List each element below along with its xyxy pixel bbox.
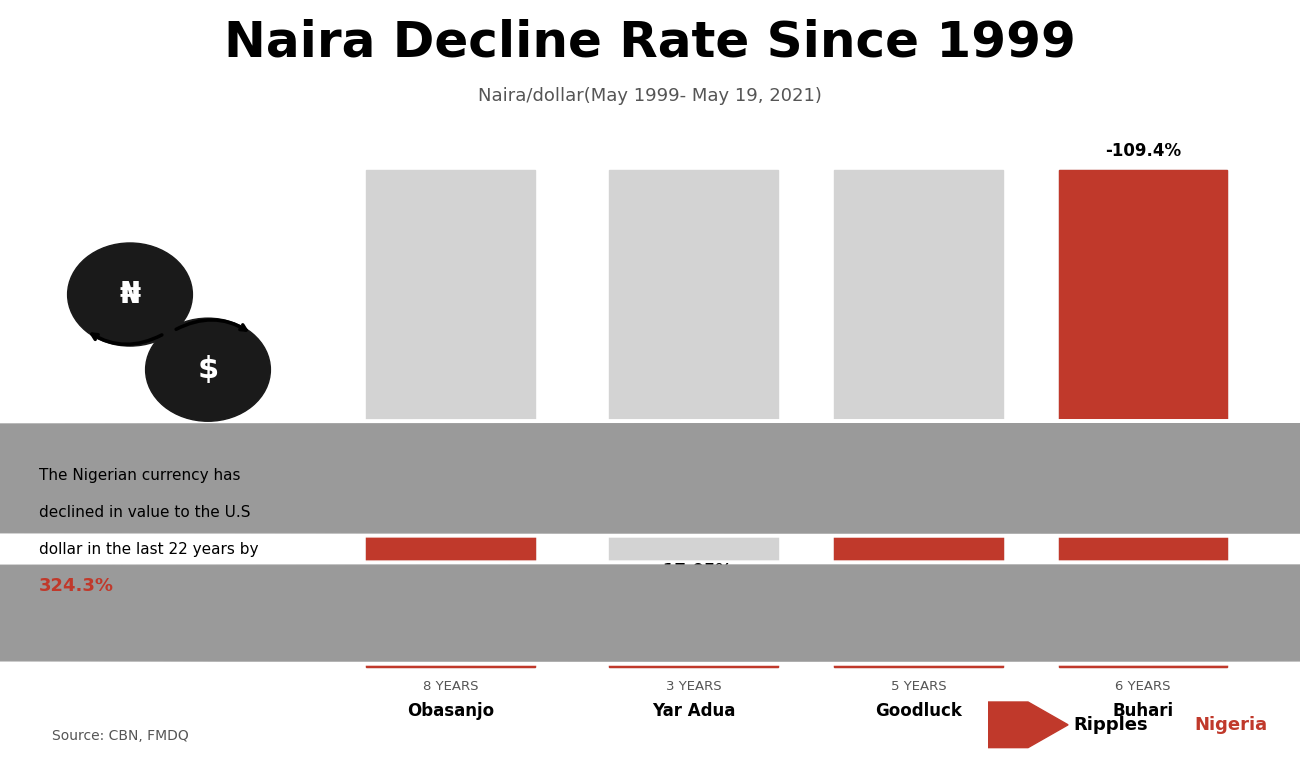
Text: $: $ <box>198 355 218 384</box>
Text: Naira/dollar(May 1999- May 19, 2021): Naira/dollar(May 1999- May 19, 2021) <box>478 87 822 105</box>
Text: 5 YEARS: 5 YEARS <box>891 680 946 693</box>
Bar <box>367 532 534 667</box>
Text: Source: CBN, FMDQ: Source: CBN, FMDQ <box>52 729 188 743</box>
Text: Nigeria: Nigeria <box>1193 716 1268 734</box>
Bar <box>835 517 1002 667</box>
Bar <box>835 170 1002 667</box>
Bar <box>1058 170 1227 667</box>
Circle shape <box>0 423 1300 533</box>
Text: Naira Decline Rate Since 1999: Naira Decline Rate Since 1999 <box>224 18 1076 66</box>
Text: Obasanjo: Obasanjo <box>407 702 494 720</box>
Bar <box>610 590 777 667</box>
Text: -109.4%: -109.4% <box>1105 142 1180 160</box>
Text: 3 YEARS: 3 YEARS <box>666 680 722 693</box>
Text: Buhari: Buhari <box>1113 702 1174 720</box>
Text: ₦: ₦ <box>120 280 140 309</box>
Text: Ripples: Ripples <box>1074 716 1148 734</box>
Text: -33.1%: -33.1% <box>887 489 950 507</box>
Text: -29.9%: -29.9% <box>417 503 482 522</box>
Text: -17.05%: -17.05% <box>655 562 732 580</box>
Circle shape <box>146 318 270 421</box>
Circle shape <box>0 565 1300 655</box>
Text: 6 YEARS: 6 YEARS <box>1115 680 1171 693</box>
Text: declined in value to the U.S: declined in value to the U.S <box>39 505 251 520</box>
Text: The Nigerian currency has: The Nigerian currency has <box>39 468 240 483</box>
Bar <box>610 170 777 667</box>
Bar <box>367 170 534 667</box>
Text: Yar Adua: Yar Adua <box>653 702 736 720</box>
Circle shape <box>0 420 1300 537</box>
Polygon shape <box>988 702 1069 748</box>
Text: 324.3%: 324.3% <box>39 577 114 595</box>
Circle shape <box>0 611 1300 665</box>
Text: 8 YEARS: 8 YEARS <box>422 680 478 693</box>
Text: dollar in the last 22 years by: dollar in the last 22 years by <box>39 542 259 557</box>
Circle shape <box>0 575 1300 657</box>
Text: Goodluck: Goodluck <box>875 702 962 720</box>
Circle shape <box>0 561 1300 659</box>
Bar <box>1058 170 1227 667</box>
Circle shape <box>0 614 1300 661</box>
Circle shape <box>68 243 192 346</box>
Circle shape <box>0 571 1300 660</box>
